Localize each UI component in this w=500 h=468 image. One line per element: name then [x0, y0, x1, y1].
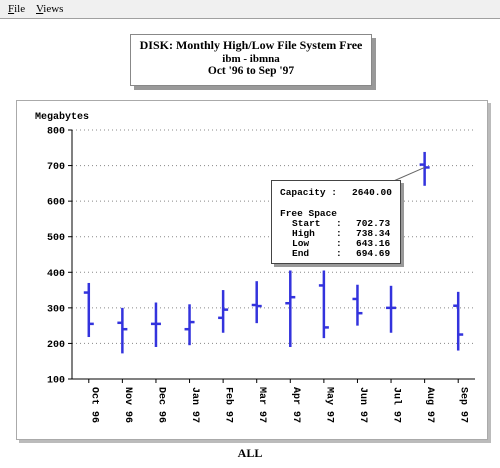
info-box: Capacity : 2640.00 Free Space Start : 70…: [271, 180, 401, 264]
colon: :: [336, 248, 342, 259]
x-tick-label: Jan 97: [189, 387, 200, 423]
start-value: 702.73: [356, 218, 391, 229]
start-label: Start: [292, 218, 321, 229]
x-tick-label: Jul 97: [391, 387, 403, 423]
x-tick-label: Oct 96: [88, 387, 99, 423]
y-tick-label: 300: [47, 304, 65, 315]
menu-bar: File Views: [0, 0, 500, 19]
y-tick-label: 200: [47, 340, 65, 351]
low-value: 643.16: [356, 238, 391, 249]
y-tick-label: 600: [47, 198, 65, 209]
y-tick-label: 800: [47, 127, 65, 138]
x-tick-label: Sep 97: [458, 387, 469, 423]
footer-label: ALL: [237, 446, 263, 460]
colon: :: [336, 238, 342, 249]
y-axis-label: Megabytes: [35, 111, 89, 123]
capacity-label: Capacity :: [280, 187, 338, 198]
chart-title-box: DISK: Monthly High/Low File System Free …: [130, 34, 372, 86]
high-value: 738.34: [356, 228, 391, 239]
chart-subtitle: ibm - ibmna: [222, 53, 280, 65]
capacity-value: 2640.00: [352, 187, 392, 198]
end-label: End: [292, 248, 310, 259]
x-tick-label: Nov 96: [122, 387, 133, 423]
y-tick-label: 400: [47, 269, 65, 280]
menu-views[interactable]: Views: [36, 3, 64, 15]
x-tick-label: Mar 97: [256, 387, 267, 423]
x-tick-label: Jun 97: [357, 387, 368, 423]
x-tick-label: Feb 97: [223, 387, 235, 423]
colon: :: [336, 228, 342, 239]
high-label: High: [292, 228, 315, 239]
low-label: Low: [292, 238, 310, 249]
y-tick-label: 700: [47, 162, 65, 173]
chart-title: DISK: Monthly High/Low File System Free: [139, 38, 363, 52]
chart-panel: Megabytes 100 200 300 400 500 600 700 800 Oct 96 N…: [16, 100, 488, 440]
chart-date-range: Oct '96 to Sep '97: [207, 65, 295, 77]
colon: :: [336, 218, 342, 229]
menu-file[interactable]: File: [8, 3, 26, 15]
x-tick-label: Apr 97: [290, 387, 301, 423]
x-tick-label: Aug 97: [424, 387, 435, 423]
free-space-heading: Free Space: [280, 208, 338, 219]
x-tick-label: May 97: [323, 387, 334, 423]
y-tick-label: 100: [47, 376, 65, 387]
y-tick-label: 500: [47, 233, 65, 244]
x-tick-label: Dec 96: [155, 387, 166, 423]
end-value: 694.69: [356, 248, 391, 259]
chart: Megabytes 100 200 300 400 500 600 700 800 Oct 96 N…: [35, 111, 475, 423]
